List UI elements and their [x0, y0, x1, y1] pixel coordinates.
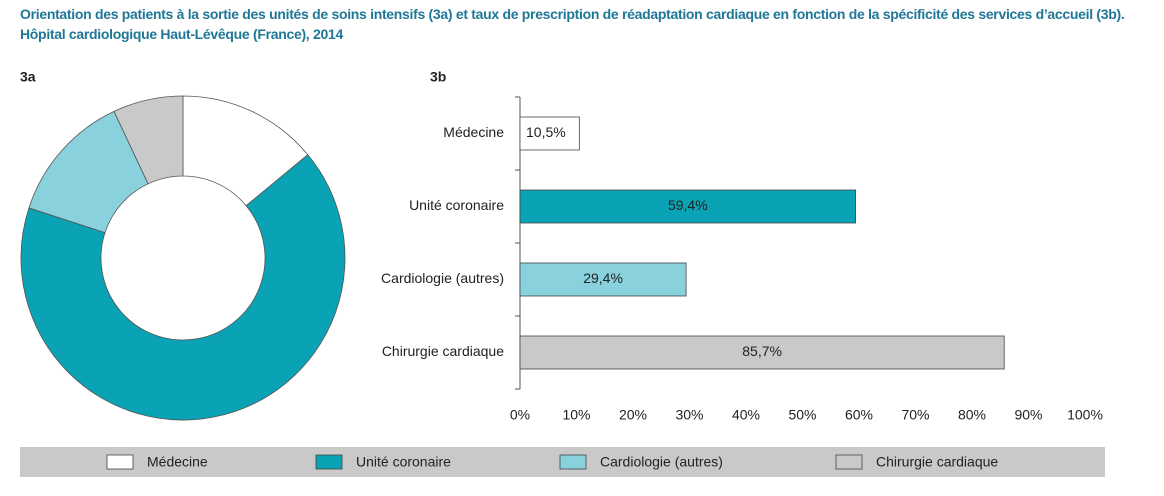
- x-tick-label: 70%: [901, 407, 929, 423]
- pie-slice: [113, 95, 184, 185]
- legend-swatch: [559, 454, 587, 470]
- bar: [519, 335, 1005, 370]
- x-tick-label: 40%: [732, 407, 760, 423]
- data-label: 29,4%: [583, 270, 623, 286]
- legend-swatch: [315, 454, 343, 470]
- bar: [519, 189, 857, 224]
- data-label: 10,5%: [526, 124, 566, 140]
- x-tick-label: 50%: [788, 407, 816, 423]
- x-tick-label: 80%: [958, 407, 986, 423]
- bar: [519, 116, 580, 151]
- pie-slice: [20, 154, 346, 421]
- legend-label: Unité coronaire: [356, 454, 451, 470]
- legend-label: Chirurgie cardiaque: [876, 454, 998, 470]
- legend-swatch: [835, 454, 863, 470]
- bar: [519, 262, 687, 297]
- y-tick-label: Cardiologie (autres): [381, 270, 504, 286]
- x-tick-label: 30%: [675, 407, 703, 423]
- x-tick-label: 10%: [562, 407, 590, 423]
- legend-label: Médecine: [147, 454, 208, 470]
- y-tick-label: Unité coronaire: [409, 197, 504, 213]
- x-tick-label: 0%: [510, 407, 530, 423]
- legend-label: Cardiologie (autres): [600, 454, 723, 470]
- panel-label: 3a: [20, 69, 36, 85]
- chart-title: Orientation des patients à la sortie des…: [20, 6, 1125, 42]
- y-tick-label: Chirurgie cardiaque: [382, 343, 504, 359]
- x-tick-label: 20%: [619, 407, 647, 423]
- legend-swatch: [106, 454, 134, 470]
- y-tick-label: Médecine: [443, 124, 504, 140]
- panel-label: 3b: [430, 69, 446, 85]
- x-tick-label: 90%: [1014, 407, 1042, 423]
- x-tick-label: 100%: [1067, 407, 1103, 423]
- data-label: 59,4%: [668, 197, 708, 213]
- data-label: 85,7%: [742, 343, 782, 359]
- x-tick-label: 60%: [845, 407, 873, 423]
